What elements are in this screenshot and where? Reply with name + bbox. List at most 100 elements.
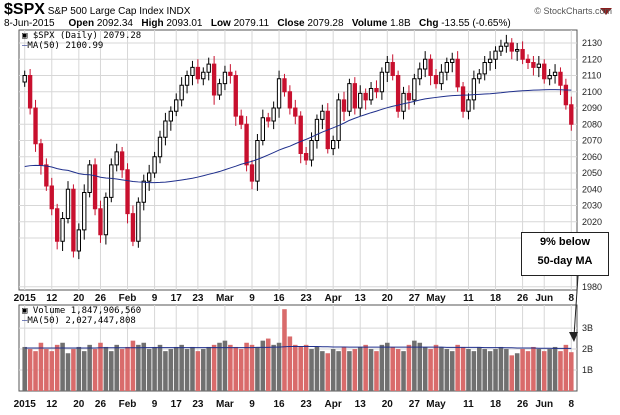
candle-body: [395, 75, 401, 112]
volume-bar: [525, 351, 531, 391]
volume-bar: [136, 344, 141, 391]
candle-body: [22, 75, 27, 83]
candle-body: [260, 117, 266, 141]
candle-body: [374, 88, 379, 93]
volume-bar: [385, 342, 390, 391]
volume-bar: [455, 344, 460, 391]
volume-xtick-label: 20: [382, 399, 394, 410]
volume-bar: [65, 353, 71, 391]
volume-bar: [179, 344, 184, 391]
volume-bar: [487, 351, 493, 391]
candle-body: [157, 136, 163, 158]
volume-bar: [379, 344, 385, 391]
candle-body: [201, 71, 206, 80]
volume-bar: [22, 346, 27, 391]
volume-bar: [98, 342, 103, 391]
volume-bar: [547, 349, 552, 391]
volume-xtick-label: Apr: [325, 399, 342, 410]
price-xtick-label: 13: [355, 293, 367, 304]
candle-body: [444, 62, 450, 73]
volume-xtick-label: May: [426, 399, 446, 410]
volume-bar: [81, 351, 87, 391]
candle-body: [298, 115, 303, 154]
close-label: Close: [277, 18, 305, 29]
volume-bar: [347, 351, 352, 391]
volume-bar: [368, 349, 374, 391]
volume-bar: [190, 346, 195, 391]
candle-body: [341, 99, 347, 112]
candle-body: [54, 208, 60, 242]
volume-bar: [255, 346, 260, 391]
volume-bar: [444, 349, 450, 391]
volume-xtick-label: 23: [192, 399, 204, 410]
volume-xtick-label: 8: [569, 399, 575, 410]
candle-body: [293, 107, 298, 117]
volume-bar: [27, 349, 33, 391]
candle-body: [33, 107, 38, 145]
price-panel: [18, 29, 578, 291]
volume-bar: [173, 346, 179, 391]
candle-body: [363, 92, 368, 101]
price-xtick-label: 9: [249, 293, 255, 304]
candle-body: [385, 62, 390, 73]
volume-xtick-label: 20: [73, 399, 85, 410]
candle-body: [49, 185, 54, 210]
volume-bar: [228, 344, 233, 391]
volume-bar: [125, 346, 130, 391]
volume-bar: [168, 349, 174, 391]
candle-body: [504, 42, 509, 47]
volume-bar: [163, 351, 168, 391]
candle-body: [206, 63, 211, 73]
open-value: 2092.34: [96, 18, 133, 29]
annotation-box: 9% below 50-day MA: [521, 232, 609, 276]
price-ytick-label: 1980: [582, 282, 602, 292]
candle-body: [152, 156, 157, 174]
volume-bar: [276, 342, 282, 391]
volume-bar: [449, 351, 455, 391]
volume-bar: [49, 351, 55, 391]
volume-bar: [103, 346, 109, 391]
price-xtick-label: 16: [273, 293, 285, 304]
volume-value: 1.8B: [390, 18, 411, 29]
annotation-arrow: [573, 275, 579, 337]
candle-body: [82, 192, 87, 231]
price-ytick-label: 2060: [582, 152, 602, 162]
candle-body: [412, 78, 417, 101]
volume-bar: [330, 349, 336, 391]
volume-bar: [336, 351, 341, 391]
candle-body: [352, 83, 358, 109]
volume-xtick-label: 17: [171, 399, 183, 410]
volume-xtick-label: 11: [463, 399, 474, 410]
volume-bar: [152, 346, 157, 391]
volume-bar: [320, 351, 325, 391]
candle-body: [347, 83, 352, 112]
volume-bar: [417, 342, 423, 391]
volume-bar: [314, 346, 320, 391]
candle-body: [76, 229, 82, 252]
volume-bar: [287, 336, 293, 391]
price-xtick-label: Mar: [216, 293, 234, 304]
volume-bar: [298, 346, 303, 391]
candle-body: [466, 99, 471, 112]
volume-bar: [293, 344, 298, 391]
candle-body: [450, 58, 455, 63]
header-dropdown-icon[interactable]: [600, 8, 612, 15]
candle-body: [276, 78, 282, 109]
volume-bar: [265, 338, 271, 391]
volume-bar: [233, 346, 239, 391]
price-xtick-label: 12: [46, 293, 58, 304]
volume-xtick-label: 9: [249, 399, 255, 410]
candle-body: [211, 63, 217, 96]
volume-bar: [217, 342, 222, 391]
volume-bar: [352, 349, 358, 391]
volume-bar: [363, 344, 368, 391]
price-ytick-label: 2020: [582, 217, 602, 227]
annotation-line-1: 9% below: [539, 236, 591, 248]
candle-body: [552, 71, 558, 76]
annotation-line-2: 50-day MA: [537, 255, 593, 267]
candle-body: [320, 110, 325, 120]
volume-bar: [569, 352, 574, 391]
price-ytick-label: 2040: [582, 184, 602, 194]
chg-label: Chg: [418, 18, 439, 29]
candle-legend-icon: ▣: [22, 31, 28, 41]
